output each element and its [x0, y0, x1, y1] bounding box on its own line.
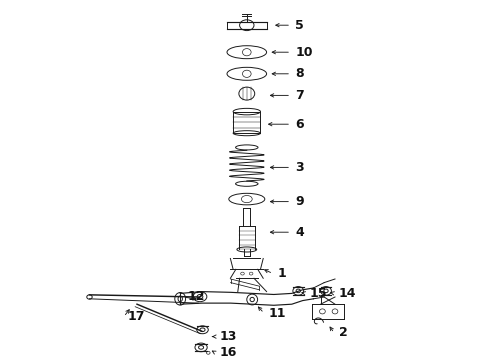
Ellipse shape: [243, 70, 251, 77]
Text: 16: 16: [220, 346, 237, 359]
Text: 7: 7: [295, 89, 304, 102]
Text: 6: 6: [295, 118, 304, 131]
Text: 11: 11: [269, 307, 286, 320]
Text: 14: 14: [339, 287, 356, 300]
Text: 4: 4: [295, 226, 304, 239]
Text: 5: 5: [295, 19, 304, 32]
Text: 13: 13: [220, 330, 237, 343]
Text: 3: 3: [295, 161, 304, 174]
Ellipse shape: [242, 195, 252, 203]
Text: 8: 8: [295, 67, 304, 80]
Text: 15: 15: [310, 287, 327, 300]
Ellipse shape: [243, 49, 251, 56]
Text: 2: 2: [339, 327, 347, 339]
Text: 1: 1: [277, 267, 286, 280]
Text: 17: 17: [128, 310, 146, 323]
Text: 10: 10: [295, 46, 313, 59]
Text: 9: 9: [295, 195, 304, 208]
Text: 12: 12: [187, 291, 205, 303]
